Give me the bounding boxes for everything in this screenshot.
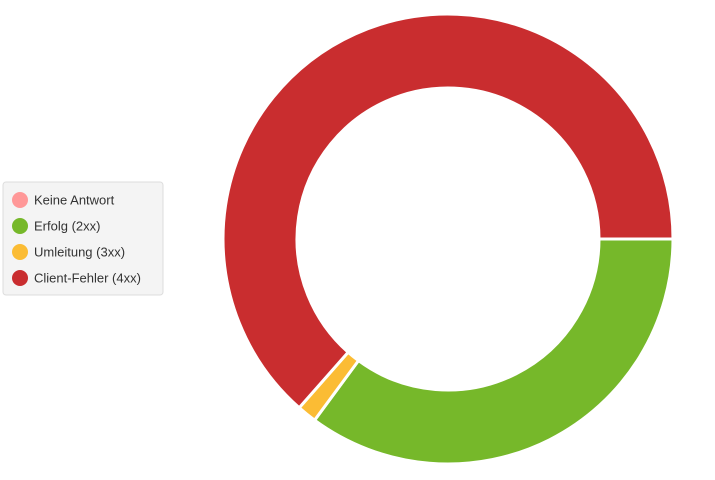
donut-slice (312, 237, 675, 466)
legend-marker (12, 192, 28, 208)
legend-label: Erfolg (2xx) (34, 218, 100, 233)
donut-slice (221, 12, 675, 410)
legend-box (2, 181, 164, 296)
legend-marker (12, 270, 28, 286)
legend-label: Keine Antwort (34, 192, 115, 207)
legend-marker (12, 244, 28, 260)
legend-label: Umleitung (3xx) (34, 244, 125, 259)
legend-marker (12, 218, 28, 234)
legend-label: Client-Fehler (4xx) (34, 270, 141, 285)
